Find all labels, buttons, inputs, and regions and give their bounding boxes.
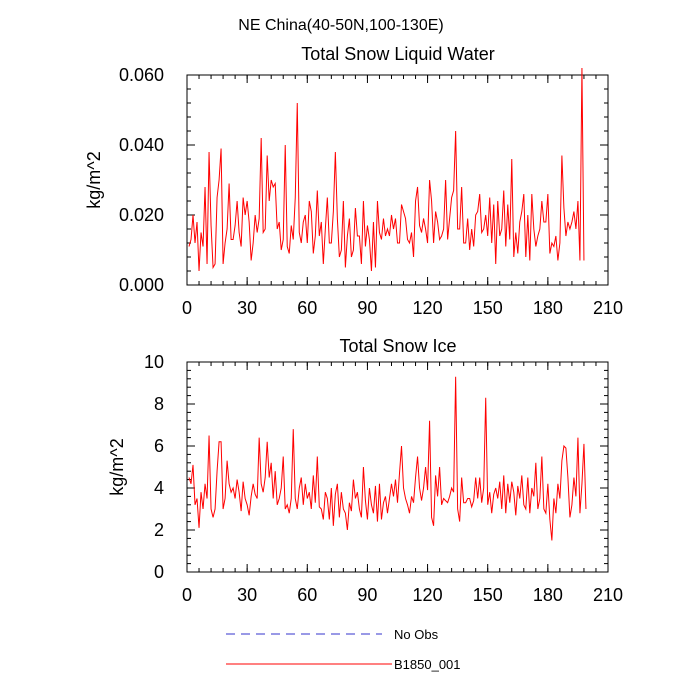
x-tick-label: 0 (182, 585, 192, 605)
figure-suptitle: NE China(40-50N,100-130E) (238, 17, 443, 34)
panel-liquid-water: Total Snow Liquid Water kg/m^2 0 30 60 90 12… (84, 44, 623, 318)
legend: No Obs B1850_001 (226, 627, 461, 672)
y-tick-label: 4 (154, 478, 164, 498)
x-tick-label: 180 (533, 585, 563, 605)
x-tick-label: 30 (237, 298, 257, 318)
axes-ticks: 0 30 60 90 120 150 180 210 0.000 0.020 0.040 0.060 (119, 65, 623, 318)
x-tick-label: 150 (473, 298, 503, 318)
legend-label-obs: No Obs (394, 627, 439, 642)
y-tick-label: 2 (154, 520, 164, 540)
x-tick-label: 30 (237, 585, 257, 605)
x-tick-label: 210 (593, 298, 623, 318)
x-tick-label: 60 (297, 585, 317, 605)
axes-ticks: 0 30 60 90 120 150 180 210 0 2 4 6 8 10 (144, 352, 623, 605)
y-tick-label: 8 (154, 394, 164, 414)
y-tick-label: 0.060 (119, 65, 164, 85)
y-axis-label: kg/m^2 (107, 438, 127, 495)
x-tick-label: 90 (357, 298, 377, 318)
y-tick-label: 10 (144, 352, 164, 372)
x-tick-label: 0 (182, 298, 192, 318)
x-tick-label: 150 (473, 585, 503, 605)
x-tick-label: 120 (413, 585, 443, 605)
panel-title: Total Snow Liquid Water (301, 44, 494, 64)
x-tick-label: 120 (413, 298, 443, 318)
x-tick-label: 180 (533, 298, 563, 318)
y-tick-label: 6 (154, 436, 164, 456)
y-tick-label: 0.020 (119, 205, 164, 225)
legend-label-model: B1850_001 (394, 657, 461, 672)
data-lines (188, 376, 587, 541)
y-tick-label: 0 (154, 562, 164, 582)
data-lines (188, 67, 585, 272)
series-line-b1850-001 (188, 67, 585, 272)
panel-title: Total Snow Ice (339, 336, 456, 356)
plot-frame (186, 74, 609, 286)
series-line-b1850-001 (188, 376, 587, 541)
x-tick-label: 90 (357, 585, 377, 605)
x-tick-label: 60 (297, 298, 317, 318)
y-axis-label: kg/m^2 (84, 151, 104, 208)
plot-frame (186, 361, 609, 573)
y-tick-label: 0.040 (119, 135, 164, 155)
x-tick-label: 210 (593, 585, 623, 605)
panel-snow-ice: Total Snow Ice kg/m^2 0 30 60 90 120 150 180 21… (107, 336, 623, 605)
y-tick-label: 0.000 (119, 275, 164, 295)
